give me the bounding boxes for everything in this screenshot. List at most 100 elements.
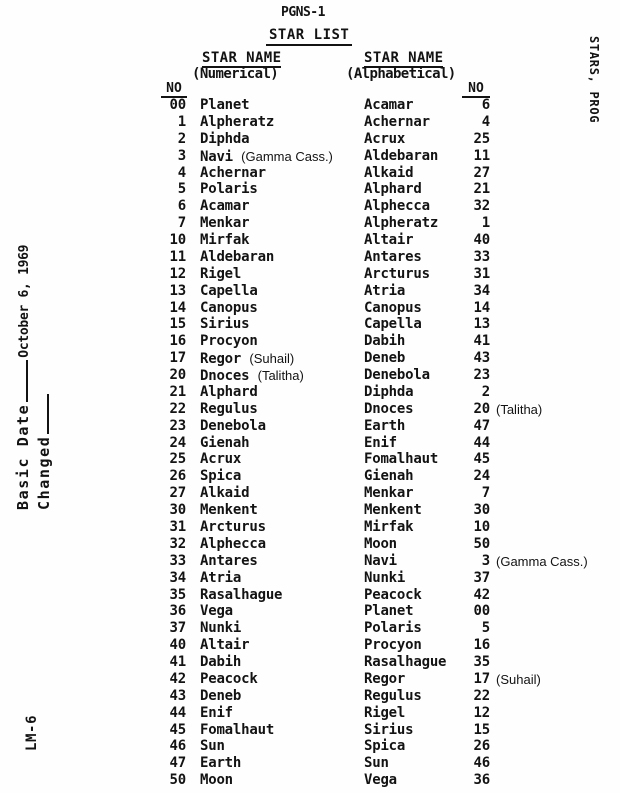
- alphabetical-star-name: Navi: [364, 552, 397, 569]
- alphabetical-no: 41: [473, 333, 491, 350]
- numerical-star-name: Mirfak: [200, 232, 250, 249]
- star-table-row: 22 Regulus Dnoces 20 (Talitha): [0, 401, 620, 418]
- page-tab-label: STARS, PROG: [587, 36, 601, 124]
- alphabetical-no: 2: [481, 383, 490, 400]
- numerical-star-name: Polaris: [200, 181, 258, 198]
- alphabetical-star-name: Sirius: [364, 721, 414, 738]
- star-table-row: 46 Sun Spica 26: [0, 738, 620, 755]
- alphabetical-star-name: Aldebaran: [364, 147, 439, 164]
- numerical-no: 30: [169, 502, 187, 519]
- star-table-row: 21 Alphard Diphda 2: [0, 384, 620, 401]
- alphabetical-no: 16: [473, 637, 491, 654]
- star-table-row: 25 Acrux Fomalhaut 45: [0, 451, 620, 468]
- star-table-row: 24 Gienah Enif 44: [0, 435, 620, 452]
- alphabetical-no: 21: [473, 181, 491, 198]
- numerical-star-name: Sun: [200, 738, 225, 755]
- star-table-row: 3 Navi (Gamma Cass.) Aldebaran 11: [0, 148, 620, 165]
- numerical-no: 11: [169, 248, 187, 265]
- star-list-heading: STAR LIST: [266, 27, 353, 46]
- star-table-row: 00 Planet Acamar 6: [0, 97, 620, 114]
- numerical-star-name: Atria: [200, 569, 242, 586]
- alphabetical-no: 27: [473, 164, 491, 181]
- numerical-star-name: Gienah: [200, 434, 250, 451]
- alphabetical-no: 10: [473, 519, 491, 535]
- alphabetical-no: 4: [481, 113, 490, 130]
- alphabetical-star-name: Planet: [364, 603, 414, 620]
- alphabetical-star-name: Alphecca: [364, 198, 430, 215]
- star-table-row: 5 Polaris Alphard 21: [0, 181, 620, 198]
- alphabetical-star-name: Rigel: [364, 704, 406, 721]
- alphabetical-no: 12: [473, 704, 491, 721]
- star-table-row: 30 Menkent Menkent 30: [0, 502, 620, 519]
- numerical-no: 2: [177, 130, 186, 147]
- alphabetical-star-name: Dnoces: [364, 400, 414, 417]
- alphabetical-no: 17: [473, 670, 491, 687]
- numerical-star-name: Canopus: [200, 299, 258, 316]
- alphabetical-star-name: Moon: [364, 535, 397, 552]
- star-note: (Suhail): [496, 671, 541, 687]
- alphabetical-star-name: Alphard: [364, 181, 422, 198]
- star-table-row: 27 Alkaid Menkar 7: [0, 485, 620, 502]
- numerical-no: 15: [169, 316, 187, 333]
- numerical-no: 7: [177, 215, 186, 232]
- alphabetical-star-name: Rasalhague: [364, 654, 447, 671]
- numerical-star-name: Diphda: [200, 130, 250, 147]
- numerical-no: 1: [177, 113, 186, 130]
- numerical-no: 25: [169, 451, 187, 468]
- numerical-star-name: Acamar: [200, 198, 250, 215]
- alphabetical-star-name: Capella: [364, 316, 422, 333]
- numerical-star-name: Acrux: [200, 451, 242, 468]
- alphabetical-no: 6: [481, 97, 490, 113]
- alphabetical-star-name: Menkar: [364, 485, 414, 502]
- basic-date-blank-line: [13, 359, 28, 402]
- numerical-column-subtitle: (Numerical): [192, 66, 279, 82]
- numerical-star-name: Deneb: [200, 687, 242, 704]
- alphabetical-star-name: Denebola: [364, 367, 430, 384]
- numerical-star-name: Sirius: [200, 316, 250, 333]
- numerical-no: 10: [169, 232, 187, 249]
- alphabetical-no: 20: [473, 400, 491, 417]
- star-table-row: 43 Deneb Regulus 22: [0, 688, 620, 705]
- numerical-no: 20: [169, 367, 187, 384]
- alphabetical-star-name: Sun: [364, 755, 389, 772]
- numerical-star-name: Denebola: [200, 417, 266, 434]
- alphabetical-star-name: Mirfak: [364, 519, 414, 535]
- alphabetical-star-name: Arcturus: [364, 265, 430, 282]
- alphabetical-no: 30: [473, 502, 491, 519]
- alphabetical-no: 5: [481, 620, 490, 637]
- star-table-row: 10 Mirfak Altair 40: [0, 232, 620, 249]
- numerical-no: 35: [169, 586, 187, 603]
- alphabetical-no: 11: [473, 147, 491, 164]
- alphabetical-no: 22: [473, 687, 491, 704]
- numerical-no: 16: [169, 333, 187, 350]
- numerical-no: 33: [169, 552, 187, 569]
- alphabetical-no: 14: [473, 299, 491, 316]
- alphabetical-no: 3: [481, 552, 490, 569]
- numerical-no: 40: [169, 637, 187, 654]
- star-table-row: 4 Achernar Alkaid 27: [0, 165, 620, 182]
- numerical-no: 50: [169, 772, 187, 789]
- alphabetical-no: 50: [473, 535, 491, 552]
- numerical-no: 6: [177, 198, 186, 215]
- numerical-column-title: STAR NAME: [202, 50, 282, 68]
- star-table-row: 15 Sirius Capella 13: [0, 316, 620, 333]
- numerical-star-name: Alphecca: [200, 535, 266, 552]
- numerical-no: 14: [169, 299, 187, 316]
- alphabetical-star-name: Fomalhaut: [364, 451, 439, 468]
- alphabetical-star-name: Alpheratz: [364, 215, 439, 232]
- star-table-row: 45 Fomalhaut Sirius 15: [0, 722, 620, 739]
- star-table-row: 34 Atria Nunki 37: [0, 570, 620, 587]
- numerical-no: 42: [169, 670, 187, 687]
- numerical-no: 22: [169, 400, 187, 417]
- alphabetical-no: 7: [481, 485, 490, 502]
- numerical-no: 46: [169, 738, 187, 755]
- star-table-row: 35 Rasalhague Peacock 42: [0, 587, 620, 604]
- alphabetical-star-name: Gienah: [364, 468, 414, 485]
- alphabetical-no: 42: [473, 586, 491, 603]
- changed-label: Changed: [34, 435, 53, 510]
- changed-line: Changed: [34, 393, 53, 510]
- numerical-star-name: Spica: [200, 468, 242, 485]
- star-table-row: 50 Moon Vega 36: [0, 772, 620, 789]
- numerical-no: 00: [169, 97, 187, 113]
- alphabetical-no: 26: [473, 738, 491, 755]
